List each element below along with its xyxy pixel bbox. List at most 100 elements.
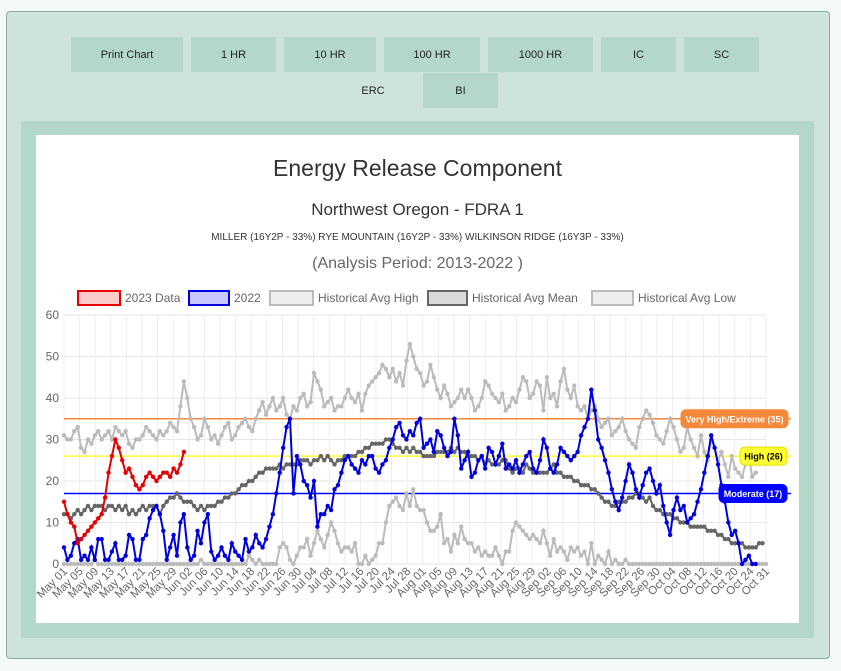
data-point bbox=[544, 375, 550, 380]
data-point bbox=[164, 561, 169, 567]
data-point bbox=[712, 445, 717, 450]
tab-sc[interactable]: SC bbox=[684, 37, 759, 72]
data-point bbox=[270, 512, 276, 517]
data-point bbox=[763, 561, 769, 567]
data-point bbox=[287, 557, 293, 563]
data-point bbox=[472, 453, 478, 459]
data-point bbox=[479, 395, 484, 401]
data-point bbox=[311, 458, 317, 463]
data-point bbox=[164, 557, 169, 563]
tab-1hr[interactable]: 1 HR bbox=[191, 37, 276, 72]
data-point bbox=[226, 420, 231, 426]
data-point bbox=[483, 379, 488, 384]
data-point bbox=[65, 437, 70, 442]
data-point bbox=[89, 561, 94, 567]
data-point bbox=[171, 466, 176, 471]
data-point bbox=[719, 561, 724, 567]
data-point bbox=[709, 433, 714, 438]
data-point bbox=[667, 512, 673, 517]
data-point bbox=[517, 524, 522, 529]
data-point bbox=[174, 470, 180, 475]
data-point bbox=[643, 499, 649, 504]
data-point bbox=[506, 462, 512, 467]
data-point bbox=[421, 383, 426, 388]
data-point bbox=[274, 491, 279, 496]
data-point bbox=[82, 507, 87, 513]
data-point bbox=[171, 424, 176, 430]
data-point bbox=[654, 491, 659, 496]
data-point bbox=[726, 536, 731, 542]
data-point bbox=[517, 470, 522, 475]
data-point bbox=[520, 470, 526, 475]
data-point bbox=[705, 453, 710, 459]
data-point bbox=[455, 541, 461, 546]
data-point bbox=[506, 404, 512, 409]
data-point bbox=[274, 466, 279, 471]
legend-label: Historical Avg Low bbox=[638, 291, 736, 305]
data-point bbox=[739, 474, 745, 480]
data-point bbox=[130, 474, 135, 480]
data-point bbox=[157, 512, 163, 517]
data-point bbox=[277, 470, 282, 475]
data-point bbox=[671, 507, 676, 513]
data-point bbox=[619, 495, 625, 500]
data-point bbox=[548, 553, 553, 558]
tab-erc[interactable]: ERC bbox=[361, 84, 385, 97]
data-point bbox=[335, 541, 341, 546]
data-point bbox=[513, 399, 519, 405]
tab-ic[interactable]: IC bbox=[601, 37, 676, 72]
tab-bi[interactable]: BI bbox=[423, 73, 498, 108]
data-point bbox=[650, 561, 656, 567]
data-point bbox=[596, 416, 601, 421]
data-point bbox=[167, 420, 173, 426]
data-point bbox=[469, 453, 474, 459]
data-point bbox=[164, 429, 169, 434]
data-point bbox=[143, 424, 149, 430]
data-point bbox=[530, 532, 536, 538]
tab-10hr[interactable]: 10 HR bbox=[284, 37, 376, 72]
data-point bbox=[500, 458, 505, 463]
legend-swatch bbox=[77, 290, 121, 306]
data-point bbox=[219, 561, 224, 567]
data-point bbox=[568, 395, 574, 401]
data-point bbox=[195, 507, 200, 513]
data-point bbox=[561, 474, 567, 480]
data-point bbox=[356, 470, 361, 475]
data-point bbox=[346, 545, 351, 550]
data-point bbox=[640, 482, 645, 488]
data-point bbox=[373, 553, 378, 558]
data-point bbox=[270, 395, 276, 401]
data-point bbox=[61, 499, 67, 504]
data-point bbox=[308, 495, 313, 500]
data-point bbox=[572, 383, 577, 388]
data-point bbox=[428, 437, 433, 442]
data-point bbox=[438, 449, 443, 455]
data-point bbox=[462, 395, 467, 401]
data-point bbox=[325, 453, 330, 459]
data-point bbox=[404, 437, 409, 442]
data-point bbox=[397, 503, 402, 509]
data-point bbox=[698, 561, 704, 567]
data-point bbox=[291, 561, 296, 567]
data-point bbox=[233, 561, 238, 567]
data-point bbox=[736, 561, 741, 567]
data-point bbox=[263, 536, 269, 542]
data-point bbox=[462, 449, 467, 455]
data-point bbox=[739, 561, 745, 567]
data-point bbox=[599, 424, 604, 430]
tab-print-chart[interactable]: Print Chart bbox=[71, 37, 183, 72]
tab-100hr[interactable]: 100 HR bbox=[384, 37, 480, 72]
data-point bbox=[431, 528, 437, 533]
data-point bbox=[147, 470, 152, 475]
data-point bbox=[489, 391, 495, 397]
data-point bbox=[691, 561, 697, 567]
data-point bbox=[657, 561, 663, 567]
data-point bbox=[82, 532, 87, 538]
data-point bbox=[96, 536, 101, 542]
data-point bbox=[322, 404, 327, 409]
data-point bbox=[366, 453, 371, 459]
data-point bbox=[260, 545, 265, 550]
data-point bbox=[486, 383, 491, 388]
tab-1000hr[interactable]: 1000 HR bbox=[488, 37, 593, 72]
data-point bbox=[219, 545, 224, 550]
